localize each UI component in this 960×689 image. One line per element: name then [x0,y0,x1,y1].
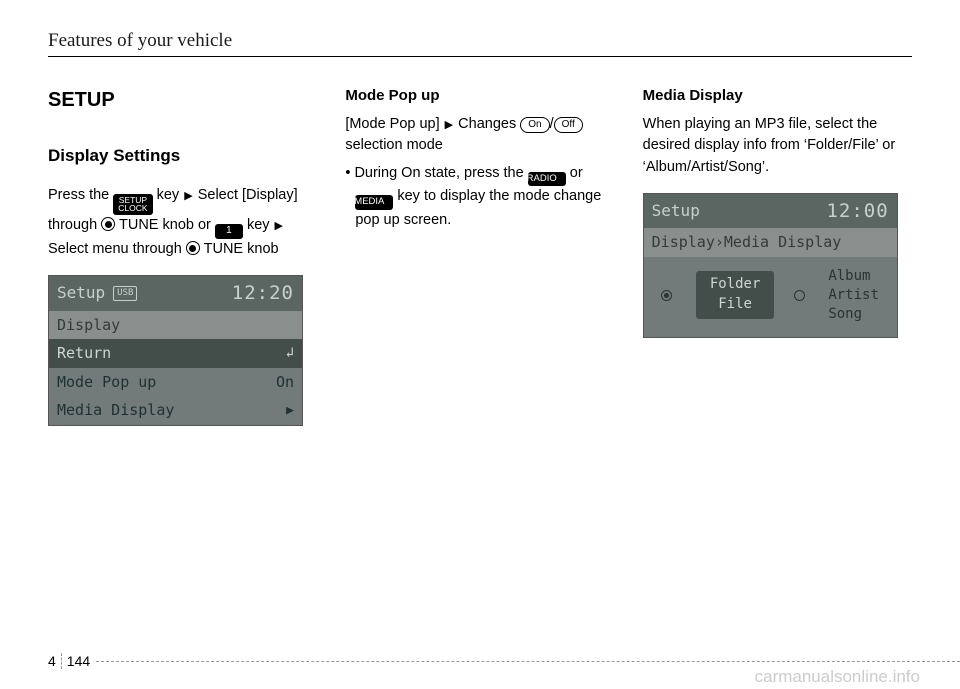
lcd-header-left: Setup USB [57,281,137,305]
footer-separator [61,653,62,669]
lcd-subheader: Display [49,311,302,340]
option-line: File [710,295,761,315]
option-folder-file: Folder File [696,271,775,318]
lcd-clock: 12:20 [232,279,294,308]
heading-display-settings: Display Settings [48,143,317,169]
key-1-icon: 1 [215,224,243,240]
lcd-mode-popup-row: Mode Pop up On [49,368,302,397]
lcd-sub-label: Display [57,314,120,337]
para-mode-popup: [Mode Pop up] ▶ Changes On/Off selection… [345,114,614,158]
column-2: Mode Pop up [Mode Pop up] ▶ Changes On/O… [345,85,614,426]
page-number: 144 [67,653,90,669]
footer-dashed-line [96,661,960,662]
radio-selected-icon [661,290,672,301]
off-pill-icon: Off [554,117,583,133]
media-key-icon: MEDIA [355,195,393,210]
option-line: Folder [710,275,761,295]
lcd-media-display: Setup 12:00 Display›Media Display Folder… [643,193,898,339]
lcd-return-row: Return ↲ [49,339,302,368]
footer-page-numbers: 4 144 [0,653,96,669]
radio-key-icon: RADIO [528,172,566,187]
text: Changes [458,116,520,132]
key-label-bot: CLOCK [118,204,147,213]
on-pill-icon: On [520,117,549,133]
lcd-mode-popup-value: On [276,371,294,394]
text: Press the [48,187,113,203]
lcd-breadcrumb: Display›Media Display [652,231,842,254]
text: [Mode Pop up] [345,116,443,132]
radio-unselected-icon [794,290,805,301]
setup-clock-key-icon: SETUP CLOCK [113,194,152,216]
page-header: Features of your vehicle [48,30,912,57]
heading-setup: SETUP [48,85,317,115]
tune-knob-icon [101,217,115,231]
lcd-mode-popup-label: Mode Pop up [57,371,156,394]
lcd-title: Setup [652,199,700,223]
para-instructions: Press the SETUP CLOCK key ▶ Select [Disp… [48,185,317,262]
lcd-title: Setup [57,281,105,305]
para-media-display: When playing an MP3 file, select the des… [643,114,912,179]
text: key [157,187,184,203]
lcd-options-body: Folder File Album Artist Song [644,257,897,338]
content-columns: SETUP Display Settings Press the SETUP C… [48,85,912,426]
triangle-right-icon: ▶ [275,218,283,235]
text: Select menu through [48,241,186,257]
lcd-media-display-row: Media Display ▶ [49,396,302,425]
lcd-header: Setup USB 12:20 [49,276,302,311]
heading-media-display: Media Display [643,85,912,108]
section-number: 4 [48,653,56,669]
heading-mode-popup: Mode Pop up [345,85,614,108]
lcd-setup-display: Setup USB 12:20 Display Return ↲ Mode Po… [48,275,303,426]
text: TUNE knob or [119,217,215,233]
return-icon: ↲ [286,343,294,364]
chevron-right-icon: ▶ [286,401,294,421]
text: key [247,217,274,233]
column-3: Media Display When playing an MP3 file, … [643,85,912,426]
option-line: Album [828,267,879,286]
triangle-right-icon: ▶ [445,117,453,134]
lcd-subheader: Display›Media Display [644,228,897,257]
tune-knob-icon [186,241,200,255]
column-1: SETUP Display Settings Press the SETUP C… [48,85,317,426]
text: or [570,165,583,181]
lcd-return-label: Return [57,342,111,365]
lcd-media-display-label: Media Display [57,399,174,422]
triangle-right-icon: ▶ [184,188,192,205]
lcd-source-tag: USB [113,286,137,302]
watermark: carmanualsonline.info [755,667,920,687]
option-album-artist-song: Album Artist Song [828,267,879,324]
text: selection mode [345,137,443,153]
option-line: Artist [828,286,879,305]
text: TUNE knob [204,241,279,257]
lcd-header: Setup 12:00 [644,194,897,229]
lcd-clock: 12:00 [826,197,888,226]
text: During On state, press the [354,165,527,181]
bullet-during-on: • During On state, press the RADIO or ME… [345,163,614,232]
option-line: Song [828,305,879,324]
